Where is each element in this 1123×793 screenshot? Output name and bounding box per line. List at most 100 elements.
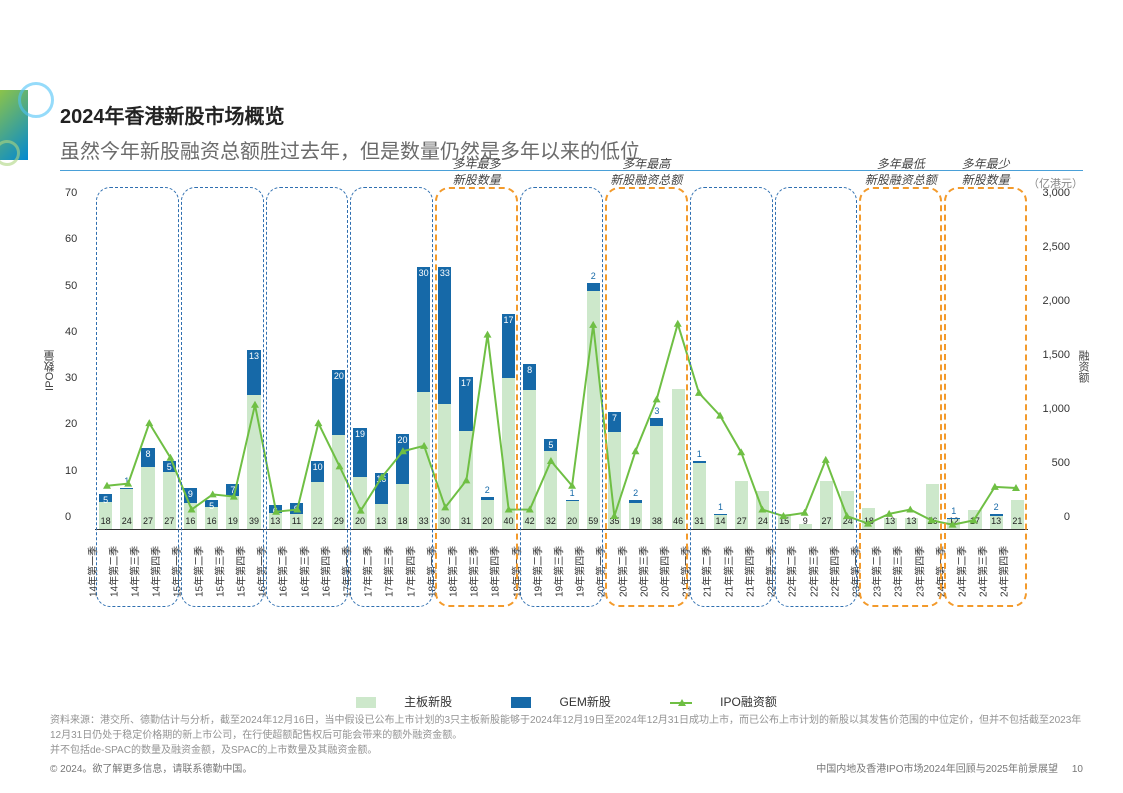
main-bar-value: 27 [820, 516, 833, 526]
bar-slot: 35720年第一季 [604, 205, 625, 529]
gem-bar-value: 17 [502, 315, 515, 325]
main-bar: 46 [672, 389, 685, 529]
main-bar-value: 24 [120, 516, 133, 526]
bar-slot: 2124年第四季 [1007, 205, 1028, 529]
main-bar-value: 20 [353, 516, 366, 526]
x-label: 15年第二季 [190, 546, 205, 597]
bar-slot: 2722年第三季 [816, 205, 837, 529]
gem-bar-value: 2 [481, 485, 494, 495]
bar-slot: 42819年第一季 [519, 205, 540, 529]
bar-slot: 13616年第一季 [265, 205, 286, 529]
right-tick: 1,500 [1042, 349, 1070, 361]
main-bar-value: 20 [566, 516, 579, 526]
main-bar: 11 [290, 514, 303, 529]
ipo-chart: IPO数量 融资额 （亿港元） 18514年第一季24114年第二季27814年… [50, 180, 1083, 620]
bar-slot: 14121年第二季 [710, 205, 731, 529]
main-bar: 27 [163, 472, 176, 529]
bar-slot: 38320年第三季 [646, 205, 667, 529]
footer-source: 资料来源：港交所、德勤估计与分析，截至2024年12月16日，当中假设已公布上市… [50, 713, 1083, 743]
main-bar-value: 13 [269, 516, 282, 526]
x-label: 20年第一季 [593, 546, 608, 597]
x-label: 20年第四季 [657, 546, 672, 597]
main-bar: 40 [502, 378, 515, 529]
x-label: 15年第四季 [232, 546, 247, 597]
gem-bar-value: 1 [566, 488, 579, 498]
bar-slot: 13224年第三季 [986, 205, 1007, 529]
gem-bar-value: 9 [184, 489, 197, 499]
bar-slot: 401718年第四季 [498, 205, 519, 529]
main-bar: 19 [226, 496, 239, 529]
main-bar-value: 27 [141, 516, 154, 526]
main-bar: 59 [587, 291, 600, 529]
main-bar-value: 14 [714, 516, 727, 526]
x-label: 23年第三季 [890, 546, 905, 597]
x-label: 17年第二季 [360, 546, 375, 597]
gem-bar-value: 3 [650, 406, 663, 416]
main-bar-value: 22 [311, 516, 324, 526]
main-bar-value: 16 [184, 516, 197, 526]
main-bar-value: 59 [587, 516, 600, 526]
main-bar: 30 [438, 404, 451, 529]
main-bar-value: 27 [735, 516, 748, 526]
gem-bar: 16 [375, 473, 388, 504]
x-label: 18年第四季 [487, 546, 502, 597]
main-bar-value: 42 [523, 516, 536, 526]
main-bar-value: 18 [862, 516, 875, 526]
main-bar-value: 24 [841, 516, 854, 526]
x-label: 17年第四季 [402, 546, 417, 597]
gem-bar-value: 7 [226, 485, 239, 495]
main-bar: 20 [566, 501, 579, 529]
left-tick: 70 [65, 187, 77, 199]
main-bar: 24 [120, 489, 133, 529]
main-bar-value: 29 [332, 516, 345, 526]
bar-slot: 11916年第二季 [286, 205, 307, 529]
x-label: 22年第三季 [805, 546, 820, 597]
x-label: 24年第四季 [996, 546, 1011, 597]
bar-slot: 1323年第三季 [901, 205, 922, 529]
main-bar: 24 [841, 491, 854, 529]
main-bar-value: 46 [672, 516, 685, 526]
gem-bar-value: 16 [375, 474, 388, 484]
gem-bar-value: 30 [417, 268, 430, 278]
main-bar-value: 40 [502, 516, 515, 526]
bar-slot: 333017年第四季 [413, 205, 434, 529]
gem-bar-value: 20 [332, 371, 345, 381]
bar-slot: 20218年第三季 [477, 205, 498, 529]
main-bar: 14 [714, 515, 727, 529]
x-label: 16年第三季 [296, 546, 311, 597]
group-callout: 多年最少新股数量 [943, 157, 1028, 188]
x-label: 23年第四季 [911, 546, 926, 597]
x-label: 23年第一季 [847, 546, 862, 597]
left-tick: 0 [65, 511, 71, 523]
main-bar-value: 11 [290, 516, 303, 526]
gem-bar: 2 [990, 514, 1003, 516]
main-bar: 31 [459, 431, 472, 529]
main-bar-value: 13 [375, 516, 388, 526]
main-bar-value: 19 [226, 516, 239, 526]
main-bar-value: 24 [756, 516, 769, 526]
main-bar: 18 [862, 508, 875, 529]
main-bar-value: 16 [205, 516, 218, 526]
gem-bar: 7 [608, 412, 621, 431]
gem-bar-value: 6 [269, 506, 282, 516]
x-label: 19年第一季 [508, 546, 523, 597]
group-callout: 多年最高新股融资总额 [604, 157, 689, 188]
legend-gem: GEM新股 [497, 695, 624, 709]
right-tick: 2,000 [1042, 295, 1070, 307]
x-label: 21年第四季 [741, 546, 756, 597]
x-label: 21年第二季 [699, 546, 714, 597]
bar-slot: 2421年第四季 [752, 205, 773, 529]
main-bar: 27 [141, 467, 154, 529]
gem-bar: 17 [502, 314, 515, 378]
right-tick: 0 [1064, 511, 1070, 523]
main-bar-value: 18 [99, 516, 112, 526]
gem-bar: 1 [693, 461, 706, 463]
main-bar: 21 [1011, 500, 1024, 529]
footer: 资料来源：港交所、德勤估计与分析，截至2024年12月16日，当中假设已公布上市… [50, 713, 1083, 777]
x-label: 14年第四季 [148, 546, 163, 597]
gem-bar-value: 20 [396, 435, 409, 445]
gem-bar-value: 9 [290, 504, 303, 514]
left-tick: 30 [65, 372, 77, 384]
gem-bar-value: 10 [311, 462, 324, 472]
main-bar-value: 13 [990, 516, 1003, 526]
